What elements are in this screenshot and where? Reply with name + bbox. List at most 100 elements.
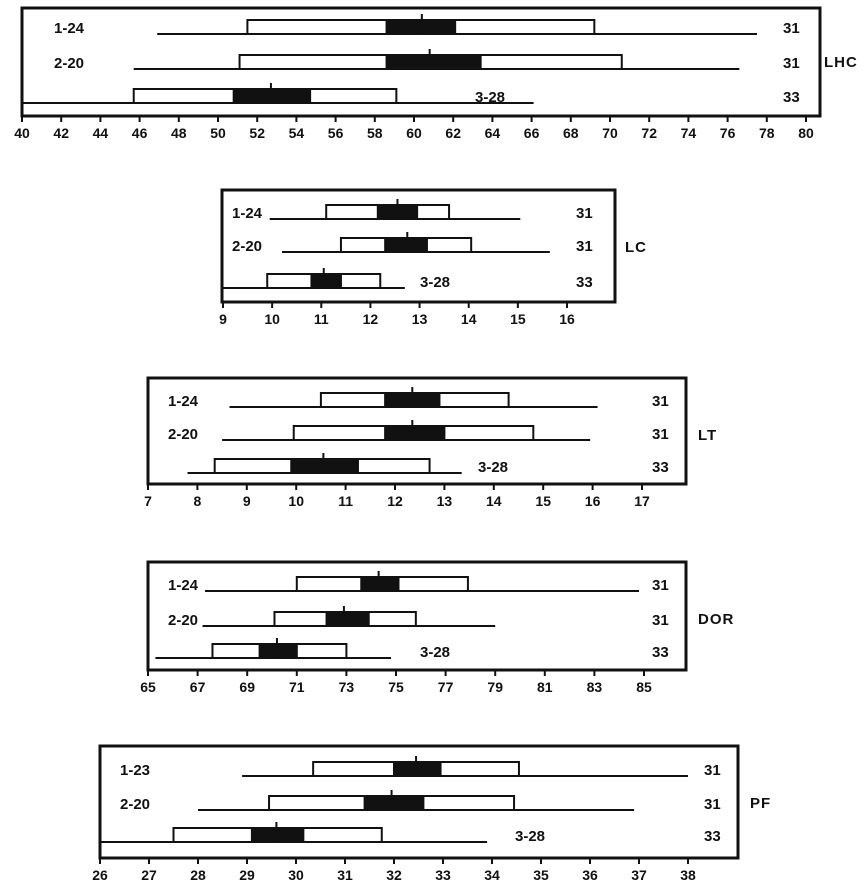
x-tick-label-lhc-46: 46 [132, 125, 148, 141]
sample-count: 31 [652, 577, 669, 594]
x-tick-label-pf-27: 27 [141, 867, 157, 883]
sample-label: 1-24 [54, 20, 85, 37]
x-tick-label-lhc-50: 50 [210, 125, 226, 141]
x-tick-label-dor-77: 77 [438, 679, 454, 695]
x-tick-label-dor-67: 67 [190, 679, 206, 695]
x-tick-label-lhc-72: 72 [641, 125, 657, 141]
sample-label: 3-28 [420, 644, 450, 661]
sample-label: 3-28 [475, 89, 505, 106]
x-tick-label-lhc-60: 60 [406, 125, 422, 141]
confidence-box [385, 54, 482, 70]
x-tick-label-lhc-54: 54 [289, 125, 305, 141]
x-tick-label-lt-10: 10 [288, 493, 304, 509]
series-row-pf-1: 1-23 31 [120, 756, 721, 779]
confidence-box [250, 827, 305, 843]
sample-count: 33 [704, 828, 721, 845]
sample-label: 2-20 [168, 426, 198, 443]
x-tick-label-pf-31: 31 [337, 867, 353, 883]
sample-label: 2-20 [232, 238, 262, 255]
x-tick-label-lhc-64: 64 [485, 125, 501, 141]
x-tick-label-pf-36: 36 [582, 867, 598, 883]
x-tick-label-lhc-80: 80 [798, 125, 814, 141]
x-tick-label-lhc-44: 44 [93, 125, 109, 141]
variable-label-lc: LC [625, 239, 647, 256]
confidence-box [384, 425, 446, 441]
x-tick-label-pf-28: 28 [190, 867, 206, 883]
x-tick-label-lhc-68: 68 [563, 125, 579, 141]
series-row-lhc-3: 3-28 33 [22, 83, 800, 106]
x-tick-label-lt-16: 16 [585, 493, 601, 509]
series-row-lc-2: 2-20 31 [232, 232, 593, 255]
x-tick-label-pf-38: 38 [680, 867, 696, 883]
sample-count: 31 [704, 762, 721, 779]
series-row-lt-2: 2-20 31 [168, 420, 669, 443]
x-tick-label-lt-12: 12 [387, 493, 403, 509]
series-row-lc-3: 3-28 33 [223, 268, 593, 291]
confidence-box [258, 643, 298, 659]
x-tick-label-pf-35: 35 [533, 867, 549, 883]
variable-label-dor: DOR [698, 611, 734, 628]
series-row-lhc-2: 2-20 31 [54, 49, 800, 72]
x-tick-label-dor-69: 69 [239, 679, 255, 695]
series-row-lc-1: 1-24 31 [232, 199, 593, 222]
x-tick-label-pf-29: 29 [239, 867, 255, 883]
x-tick-label-lhc-76: 76 [720, 125, 736, 141]
sample-label: 1-24 [168, 577, 199, 594]
x-tick-label-lt-11: 11 [338, 493, 353, 509]
x-tick-label-lhc-78: 78 [759, 125, 775, 141]
x-tick-label-lc-9: 9 [219, 311, 227, 327]
x-tick-label-lhc-40: 40 [14, 125, 30, 141]
series-row-dor-1: 1-24 31 [168, 571, 669, 594]
sample-count: 31 [783, 20, 800, 37]
x-tick-label-lt-14: 14 [486, 493, 502, 509]
variable-label-lt: LT [698, 427, 717, 444]
x-tick-label-lc-10: 10 [264, 311, 280, 327]
x-tick-label-lhc-62: 62 [445, 125, 461, 141]
confidence-box [310, 273, 342, 289]
x-tick-label-lc-13: 13 [412, 311, 428, 327]
variable-label-lhc: LHC [824, 54, 858, 71]
series-row-pf-3: 3-28 33 [100, 822, 721, 845]
series-row-lt-1: 1-24 31 [168, 387, 669, 410]
sample-label: 3-28 [515, 828, 545, 845]
x-tick-label-dor-73: 73 [339, 679, 355, 695]
x-tick-label-dor-71: 71 [289, 679, 305, 695]
x-tick-label-pf-32: 32 [386, 867, 402, 883]
confidence-box [393, 761, 442, 777]
sample-label: 1-24 [232, 205, 263, 222]
x-tick-label-lc-15: 15 [510, 311, 526, 327]
confidence-box [290, 458, 359, 474]
series-row-pf-2: 2-20 31 [120, 790, 721, 813]
sample-count: 33 [576, 274, 593, 291]
x-tick-label-lhc-48: 48 [171, 125, 187, 141]
confidence-box [325, 611, 370, 627]
sample-count: 31 [783, 55, 800, 72]
panel-frame-pf [98, 744, 740, 860]
x-tick-label-lhc-56: 56 [328, 125, 344, 141]
panel-frame-lt [146, 376, 688, 486]
confidence-box [360, 576, 400, 592]
series-row-dor-3: 3-28 33 [155, 638, 669, 661]
sample-count: 31 [576, 205, 593, 222]
panel-lhc: 40 42 44 46 48 50 52 54 56 58 60 62 64 66 68 70 72 74 76 78… [14, 6, 858, 141]
x-tick-label-lc-11: 11 [314, 311, 329, 327]
x-tick-label-pf-34: 34 [484, 867, 500, 883]
panel-pf: 26 27 28 29 30 31 32 33 34 35 36 37 38 1-23 31 2-20 31 3-… [92, 744, 770, 883]
sample-count: 33 [652, 459, 669, 476]
x-tick-label-pf-37: 37 [631, 867, 647, 883]
x-tick-label-lt-7: 7 [144, 493, 152, 509]
x-tick-label-lt-17: 17 [634, 493, 650, 509]
sample-count: 33 [783, 89, 800, 106]
x-tick-label-lhc-52: 52 [249, 125, 265, 141]
x-tick-label-lc-16: 16 [559, 311, 575, 327]
x-tick-label-lhc-42: 42 [53, 125, 69, 141]
sample-label: 2-20 [54, 55, 84, 72]
x-tick-label-pf-26: 26 [92, 867, 108, 883]
x-tick-label-lhc-58: 58 [367, 125, 383, 141]
panel-frame-dor [146, 560, 688, 672]
panel-frame-lhc [20, 6, 822, 118]
x-tick-label-dor-65: 65 [140, 679, 156, 695]
x-tick-label-dor-81: 81 [537, 679, 553, 695]
x-tick-label-lc-14: 14 [461, 311, 477, 327]
x-tick-label-lc-12: 12 [363, 311, 379, 327]
